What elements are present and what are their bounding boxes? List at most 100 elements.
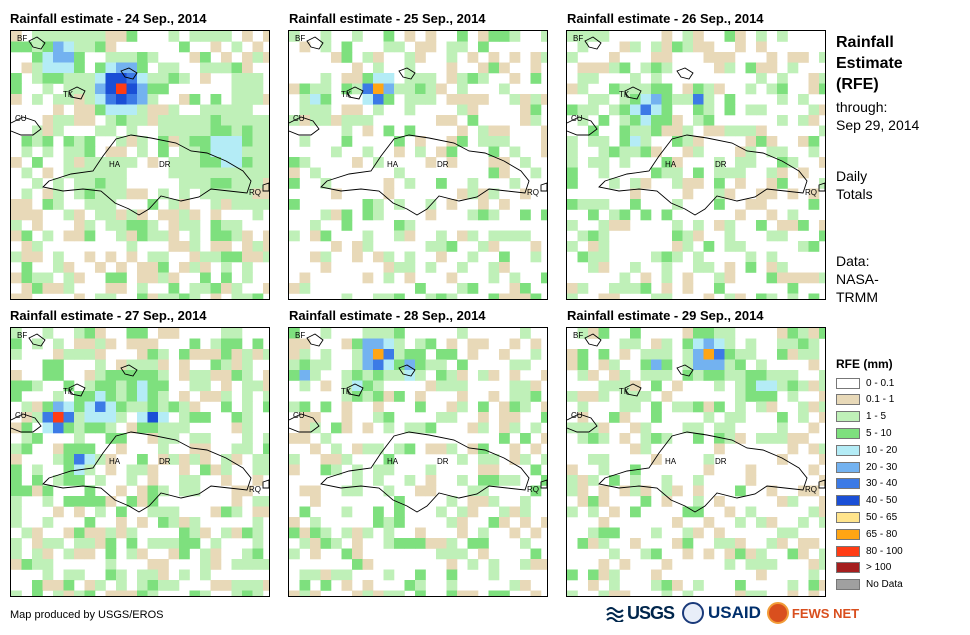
rainfall-cell	[745, 590, 757, 596]
rainfall-cell	[640, 62, 652, 74]
rainfall-cell	[252, 136, 264, 147]
rainfall-cell	[362, 328, 374, 339]
rainfall-cell	[588, 538, 599, 549]
rainfall-cell	[231, 199, 243, 210]
rainfall-cell	[488, 209, 500, 221]
rainfall-cell	[331, 115, 342, 126]
rainfall-cell	[116, 220, 127, 231]
rainfall-cell	[126, 94, 138, 105]
rainfall-cell	[74, 569, 85, 581]
rainfall-cell	[588, 136, 599, 147]
rainfall-cell	[630, 338, 641, 350]
rainfall-cell	[126, 475, 138, 486]
rainfall-cell	[341, 569, 353, 581]
rainfall-cell	[819, 125, 825, 137]
rainfall-cell	[446, 590, 458, 596]
rainfall-cell	[630, 178, 641, 189]
rainfall-cell	[703, 41, 715, 53]
rainfall-cell	[53, 454, 64, 465]
rainfall-cell	[415, 569, 426, 581]
rainfall-cell	[787, 580, 799, 591]
rainfall-cell	[42, 146, 54, 158]
rainfall-cell	[735, 401, 746, 413]
rainfall-cell	[231, 220, 243, 231]
rainfall-map-27-sep: BF TK CU HA DR RQ	[10, 327, 270, 597]
rainfall-cell	[425, 485, 437, 497]
rainfall-cell	[478, 338, 489, 350]
rainfall-cell	[383, 262, 395, 273]
rainfall-cell	[362, 590, 374, 596]
rainfall-cell	[457, 83, 468, 95]
legend-item: 5 - 10	[836, 425, 892, 441]
rainfall-cell	[147, 485, 159, 497]
rainfall-cell	[819, 401, 825, 413]
rainfall-cell	[404, 178, 416, 189]
rainfall-cell	[189, 52, 201, 63]
rainfall-cell	[609, 590, 620, 596]
rainfall-cell	[84, 370, 96, 381]
sidebar-title: Rainfall Estimate (RFE)	[836, 32, 903, 95]
rainfall-cell	[567, 391, 578, 402]
rainfall-cell	[735, 380, 746, 392]
rainfall-cell	[310, 538, 321, 549]
rainfall-cell	[619, 391, 631, 402]
rainfall-cell	[567, 31, 578, 42]
rainfall-cell	[179, 422, 190, 434]
rainfall-cell	[310, 496, 321, 507]
rainfall-cell	[32, 401, 43, 413]
rainfall-cell	[577, 412, 589, 423]
rainfall-cell	[787, 188, 799, 200]
rainfall-cell	[808, 422, 820, 434]
rainfall-cell	[189, 283, 201, 294]
rainfall-cell	[446, 580, 458, 591]
rainfall-cell	[200, 188, 211, 200]
rainfall-cell	[242, 230, 253, 242]
rainfall-cell	[756, 104, 767, 116]
rainfall-cell	[116, 443, 127, 455]
rainfall-cell	[158, 272, 169, 284]
rainfall-cell	[63, 443, 75, 455]
rainfall-cell	[63, 52, 75, 63]
rainfall-cell	[137, 136, 148, 147]
rainfall-cell	[32, 485, 43, 497]
rainfall-cell	[530, 293, 542, 299]
rainfall-cell	[32, 209, 43, 221]
rainfall-cell	[488, 62, 500, 74]
rainfall-cell	[808, 338, 820, 350]
rainfall-cell	[126, 31, 138, 42]
rainfall-cell	[137, 590, 148, 596]
rainfall-cell	[446, 370, 458, 381]
rainfall-cell	[200, 31, 211, 42]
rainfall-cell	[520, 506, 531, 518]
rainfall-cell	[661, 41, 673, 53]
rainfall-cell	[661, 125, 673, 137]
rainfall-cell	[95, 83, 106, 95]
rainfall-cell	[231, 506, 243, 518]
rainfall-cell	[242, 559, 253, 570]
place-label: HA	[665, 160, 677, 169]
rainfall-cell	[640, 391, 652, 402]
rainfall-map-28-sep: BF TK CU HA DR RQ	[288, 327, 548, 597]
rainfall-cell	[263, 454, 269, 465]
rainfall-cell	[577, 31, 589, 42]
rainfall-cell	[724, 412, 736, 423]
rainfall-cell	[263, 401, 269, 413]
rainfall-cell	[457, 475, 468, 486]
cuba-outline	[289, 116, 320, 136]
inagua-outline	[346, 383, 364, 397]
rainfall-cell	[74, 31, 85, 42]
rainfall-cell	[661, 115, 673, 126]
rainfall-cell	[116, 359, 127, 371]
rainfall-cell	[808, 401, 820, 413]
rainfall-cell	[84, 485, 96, 497]
rainfall-cell	[310, 230, 321, 242]
rainfall-cell	[310, 104, 321, 116]
rainfall-cell	[819, 496, 825, 507]
rainfall-cell	[672, 251, 683, 263]
rainfall-cell	[210, 293, 222, 299]
panel-title-2: Rainfall estimate - 25 Sep., 2014	[289, 11, 486, 26]
rainfall-cell	[42, 569, 54, 581]
rainfall-cell	[609, 412, 620, 423]
rainfall-cell	[210, 548, 222, 560]
rainfall-cell	[446, 380, 458, 392]
